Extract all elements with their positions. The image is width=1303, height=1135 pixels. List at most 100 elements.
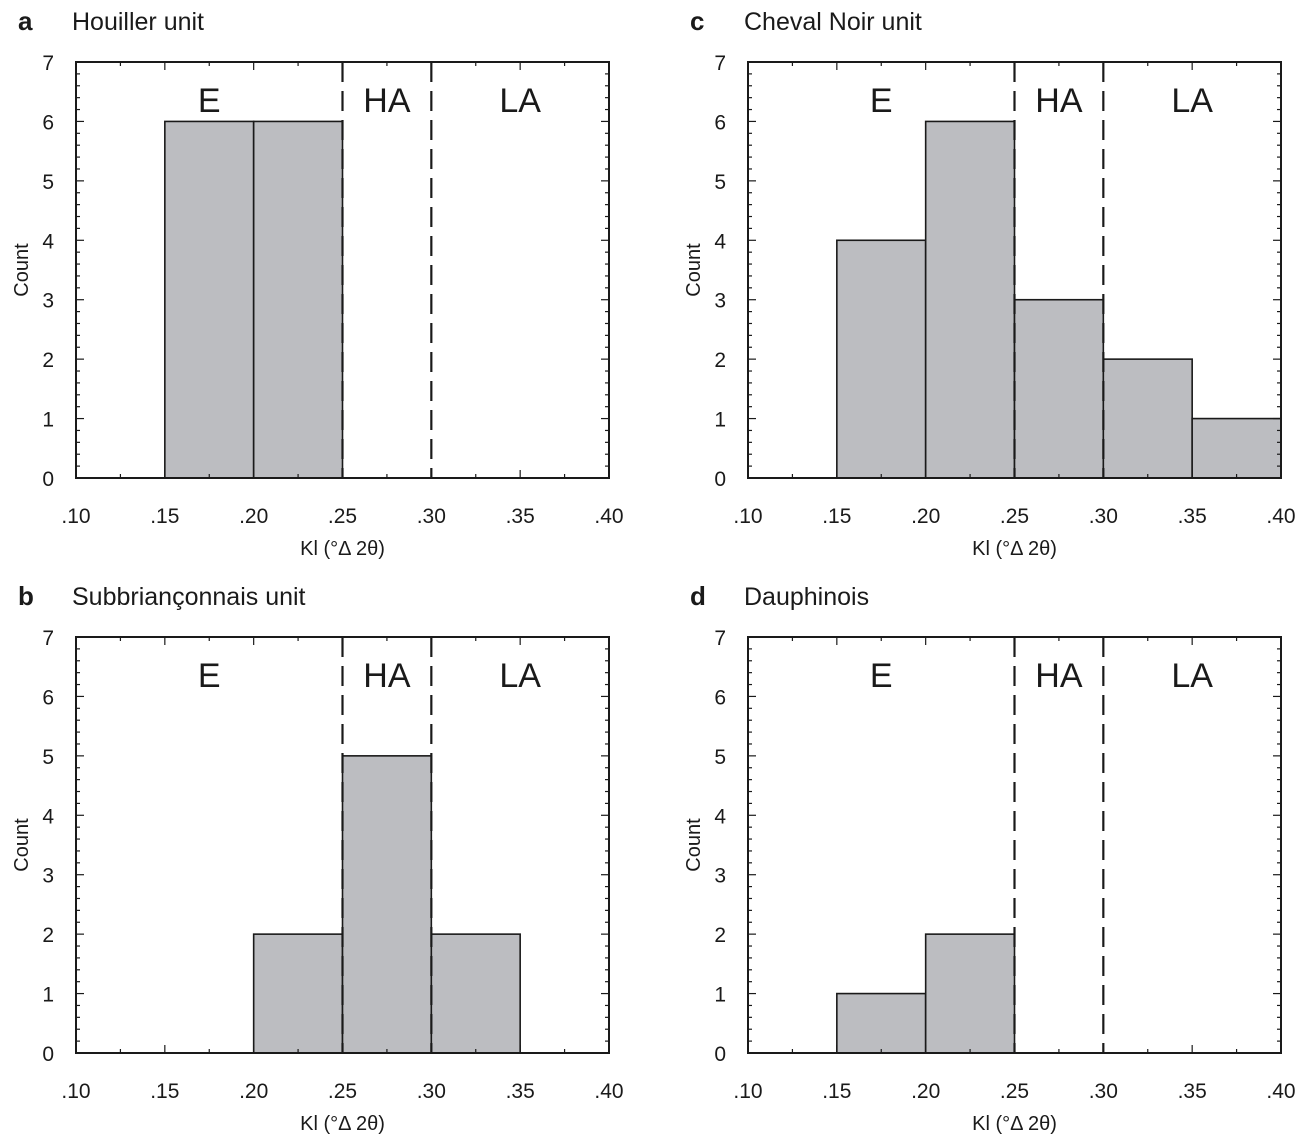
x-tick-label: .20: [911, 1080, 940, 1103]
y-tick-label: 2: [42, 349, 54, 372]
y-tick-label: 4: [714, 230, 726, 253]
x-tick-label: .30: [417, 1080, 446, 1103]
y-tick-label: 6: [714, 686, 726, 709]
y-axis-label: Count: [11, 243, 33, 297]
x-tick-label: .15: [822, 505, 851, 528]
y-tick-label: 5: [42, 171, 54, 194]
panel-title: Cheval Noir unit: [744, 8, 922, 36]
x-tick-label: .30: [1089, 1080, 1118, 1103]
y-axis-label: Count: [683, 243, 705, 297]
histogram-bar: [341, 755, 433, 1054]
x-tick-label: .20: [239, 1080, 268, 1103]
y-axis-label: Count: [11, 818, 33, 872]
histogram-bar: [836, 992, 927, 1054]
x-tick-label: .10: [61, 505, 90, 528]
y-tick-label: 5: [714, 171, 726, 194]
zone-label: E: [198, 82, 221, 120]
panel-letter: b: [18, 581, 34, 611]
x-tick-label: .35: [506, 505, 535, 528]
zone-label: LA: [499, 82, 541, 120]
y-tick-label: 4: [42, 805, 54, 828]
y-tick-label: 7: [42, 52, 54, 75]
y-tick-label: 6: [714, 111, 726, 134]
zone-label: HA: [1035, 657, 1083, 695]
y-tick-label: 6: [42, 111, 54, 134]
y-tick-label: 4: [714, 805, 726, 828]
panel-letter: c: [690, 6, 704, 36]
y-axis-label: Count: [683, 818, 705, 872]
y-tick-label: 7: [714, 627, 726, 650]
x-tick-label: .10: [733, 505, 762, 528]
x-axis-label: Kl (°Δ 2θ): [972, 538, 1057, 560]
y-tick-label: 2: [714, 349, 726, 372]
y-tick-label: 3: [42, 290, 54, 313]
x-tick-label: .20: [239, 505, 268, 528]
y-tick-label: 3: [42, 865, 54, 888]
y-tick-label: 4: [42, 230, 54, 253]
x-tick-label: .15: [150, 1080, 179, 1103]
x-tick-label: .25: [328, 505, 357, 528]
zone-label: LA: [1171, 82, 1213, 120]
y-tick-label: 1: [714, 984, 726, 1007]
x-tick-label: .20: [911, 505, 940, 528]
histogram-bar: [430, 933, 521, 1054]
y-tick-label: 5: [714, 746, 726, 769]
y-tick-label: 1: [714, 409, 726, 432]
x-tick-label: .25: [1000, 1080, 1029, 1103]
x-tick-label: .30: [417, 505, 446, 528]
histogram-bar: [924, 120, 1016, 479]
panel-a: a Houiller unit E HA LA 0 1 2 3 4 5 6 7 .10 .15 .20 .25.…: [11, 6, 624, 560]
histogram-bar: [1102, 358, 1193, 479]
histogram-bar: [1013, 298, 1105, 479]
x-tick-label: .40: [1266, 505, 1295, 528]
x-tick-label: .10: [61, 1080, 90, 1103]
panel-letter: a: [18, 6, 33, 36]
x-tick-label: .35: [1178, 505, 1207, 528]
x-axis-label: Kl (°Δ 2θ): [972, 1113, 1057, 1135]
x-tick-label: .35: [506, 1080, 535, 1103]
histogram-bar: [252, 120, 344, 479]
x-tick-label: .15: [150, 505, 179, 528]
y-tick-label: 3: [714, 290, 726, 313]
y-tick-label: 0: [714, 468, 726, 491]
y-tick-label: 5: [42, 746, 54, 769]
histogram-bar: [252, 933, 344, 1054]
zone-label: E: [870, 657, 893, 695]
y-tick-label: 7: [714, 52, 726, 75]
panel-title: Houiller unit: [72, 8, 204, 36]
y-tick-label: 0: [42, 468, 54, 491]
histogram-bar: [924, 933, 1016, 1054]
x-axis-label: Kl (°Δ 2θ): [300, 538, 385, 560]
histogram-bar: [1191, 417, 1282, 479]
zone-label: LA: [1171, 657, 1213, 695]
y-tick-label: 0: [714, 1043, 726, 1066]
histogram-bar: [164, 120, 255, 479]
panel-b: b Subbriançonnais unit E HA LA 0 1 2 3 4 5 6 7 .10 .15…: [11, 581, 624, 1135]
y-tick-label: 2: [714, 924, 726, 947]
zone-label: E: [198, 657, 221, 695]
x-tick-label: .40: [1266, 1080, 1295, 1103]
x-tick-label: .25: [328, 1080, 357, 1103]
y-tick-label: 3: [714, 865, 726, 888]
zone-label: HA: [363, 657, 411, 695]
zone-label: E: [870, 82, 893, 120]
panel-c: c Cheval Noir unit E HA LA 0 1 2 3 4 5 6 7 .10 .15 .20.…: [683, 6, 1296, 560]
x-tick-label: .35: [1178, 1080, 1207, 1103]
x-tick-label: .25: [1000, 505, 1029, 528]
panel-d: d Dauphinois E HA LA 0 1 2 3 4 5 6 7 .10 .15 .20 .25 .30.…: [683, 581, 1296, 1135]
x-tick-label: .40: [594, 505, 623, 528]
x-tick-label: .30: [1089, 505, 1118, 528]
x-tick-label: .40: [594, 1080, 623, 1103]
x-tick-label: .10: [733, 1080, 762, 1103]
panel-title: Dauphinois: [744, 583, 869, 611]
y-tick-label: 0: [42, 1043, 54, 1066]
x-axis-label: Kl (°Δ 2θ): [300, 1113, 385, 1135]
y-tick-label: 1: [42, 409, 54, 432]
zone-label: HA: [1035, 82, 1083, 120]
x-tick-label: .15: [822, 1080, 851, 1103]
zone-label: LA: [499, 657, 541, 695]
histogram-bar: [836, 239, 927, 479]
panel-title: Subbriançonnais unit: [72, 583, 306, 611]
panel-letter: d: [690, 581, 706, 611]
